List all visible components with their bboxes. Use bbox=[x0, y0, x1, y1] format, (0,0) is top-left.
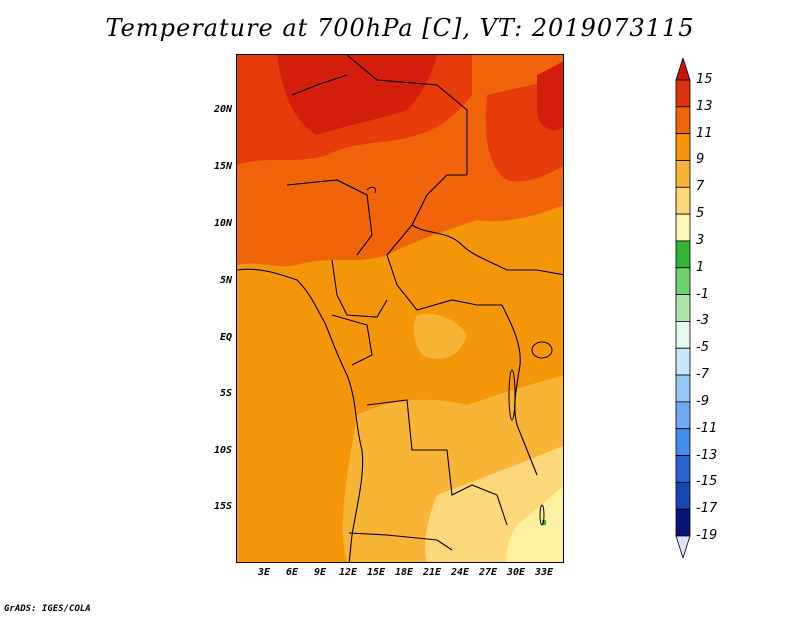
lon-label-3e: 3E bbox=[257, 567, 271, 578]
colorbar-label: 9 bbox=[696, 152, 705, 168]
credit-text: GrADS: IGES/COLA bbox=[4, 604, 91, 614]
colorbar-label: 5 bbox=[696, 206, 705, 222]
lake-tanganyika bbox=[508, 369, 516, 421]
colorbar-swatch bbox=[675, 213, 691, 242]
colorbar-label: 7 bbox=[696, 179, 705, 195]
map-title: Temperature at 700hPa [C], VT: 201907311… bbox=[105, 14, 695, 42]
colorbar-swatch bbox=[675, 133, 691, 161]
border-sudan-west bbox=[386, 174, 467, 256]
region-mozambique-cream bbox=[506, 486, 563, 562]
colorbar-label: 11 bbox=[696, 125, 713, 141]
colorbar-label: -11 bbox=[696, 420, 718, 436]
lon-label-24e: 24E bbox=[450, 567, 470, 578]
colorbar-label: -3 bbox=[696, 313, 709, 329]
lat-label-5s: 5S bbox=[219, 388, 232, 399]
colorbar-swatch bbox=[675, 321, 691, 349]
lon-label-15e: 15E bbox=[366, 567, 386, 578]
lat-label-5n: 5N bbox=[219, 275, 232, 286]
lon-label-9e: 9E bbox=[313, 567, 327, 578]
lake-victoria bbox=[531, 341, 553, 359]
colorbar-swatch bbox=[675, 374, 691, 403]
colorbar-swatch bbox=[675, 294, 691, 322]
colorbar-swatch bbox=[675, 160, 691, 188]
border-drc-south bbox=[366, 399, 508, 526]
border-cameroon bbox=[331, 259, 388, 318]
colorbar-swatch bbox=[675, 106, 691, 135]
lon-label-33e: 33E bbox=[534, 567, 554, 578]
lat-label-15n: 15N bbox=[213, 161, 232, 172]
colorbar-bottom-triangle bbox=[675, 535, 691, 558]
colorbar-swatch bbox=[675, 508, 691, 537]
region-hot-core bbox=[277, 55, 437, 135]
colorbar-label: 13 bbox=[696, 98, 713, 114]
lon-label-30e: 30E bbox=[506, 567, 526, 578]
border-angola-south bbox=[348, 532, 453, 551]
colorbar-label: -9 bbox=[696, 393, 709, 409]
boundary-lines bbox=[237, 55, 563, 562]
colorbar-label: -15 bbox=[696, 474, 718, 490]
border-nigeria bbox=[286, 179, 373, 256]
lakes bbox=[366, 186, 553, 526]
colorbar-label: 15 bbox=[696, 72, 713, 87]
lake-malawi bbox=[539, 504, 545, 526]
colorbar-swatch bbox=[675, 79, 691, 108]
lat-label-10n: 10N bbox=[213, 218, 232, 229]
colorbar-label: 3 bbox=[696, 232, 705, 248]
colorbar-label: -19 bbox=[696, 528, 718, 543]
region-hot-core-east bbox=[537, 61, 563, 131]
colorbar-swatch bbox=[675, 240, 691, 269]
lon-label-27e: 27E bbox=[478, 567, 498, 578]
lon-label-18e: 18E bbox=[394, 567, 414, 578]
colorbar-swatch bbox=[675, 455, 691, 483]
region-congo-light-orange bbox=[413, 313, 467, 359]
border-north-1 bbox=[346, 55, 468, 175]
border-gabon bbox=[331, 314, 373, 366]
lake-chad bbox=[366, 186, 376, 194]
lat-label-15s: 15S bbox=[213, 501, 232, 512]
lat-label-20n: 20N bbox=[213, 104, 232, 115]
map-canvas bbox=[237, 55, 563, 562]
lat-label-eq: EQ bbox=[219, 332, 232, 343]
lon-label-21e: 21E bbox=[422, 567, 442, 578]
colorbar-label: -1 bbox=[696, 286, 709, 302]
colorbar-label: -13 bbox=[696, 447, 718, 463]
colorbar bbox=[675, 58, 691, 558]
colorbar-swatch bbox=[675, 267, 691, 295]
colorbar-label: -17 bbox=[696, 501, 718, 517]
region-green-patch bbox=[542, 520, 546, 525]
colorbar-swatch bbox=[675, 347, 691, 376]
temperature-map bbox=[236, 54, 564, 563]
coastline-west bbox=[237, 268, 364, 562]
colorbar-label: -7 bbox=[696, 367, 709, 383]
lat-label-10s: 10S bbox=[213, 445, 232, 456]
border-car-south bbox=[386, 254, 502, 311]
colorbar-label: 1 bbox=[696, 259, 705, 275]
colorbar-top-triangle bbox=[675, 58, 691, 81]
colorbar-swatch bbox=[675, 186, 691, 215]
colorbar-swatch bbox=[675, 481, 691, 510]
border-congo-east bbox=[501, 304, 538, 476]
border-north-2 bbox=[291, 74, 348, 96]
colorbar-swatch bbox=[675, 401, 691, 430]
border-chad-south bbox=[411, 224, 563, 276]
colorbar-swatch bbox=[675, 428, 691, 456]
lon-label-6e: 6E bbox=[285, 567, 299, 578]
lon-label-12e: 12E bbox=[338, 567, 358, 578]
colorbar-label: -5 bbox=[696, 340, 709, 356]
